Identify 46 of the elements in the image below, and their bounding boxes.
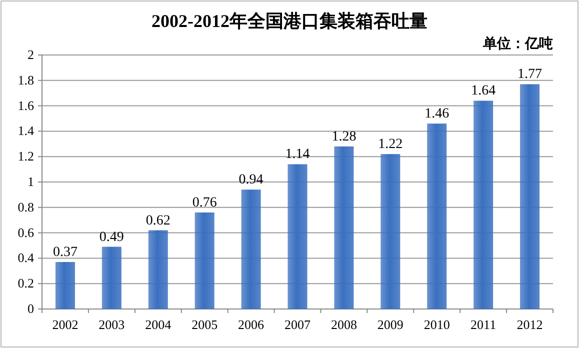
bar xyxy=(380,154,400,309)
bar xyxy=(427,124,447,309)
data-label: 1.14 xyxy=(285,147,310,162)
x-tick-label: 2007 xyxy=(284,317,311,332)
x-tick-label: 2002 xyxy=(52,317,78,332)
bar xyxy=(55,262,75,309)
data-label: 0.49 xyxy=(99,230,124,245)
text: 单位：亿吨 xyxy=(482,36,553,52)
y-tick-label: 1.4 xyxy=(18,123,34,138)
x-tick-label: 2004 xyxy=(145,317,172,332)
bar xyxy=(288,164,308,309)
data-label: 1.28 xyxy=(332,129,356,144)
x-tick-label: 2009 xyxy=(377,317,404,332)
y-tick-label: 0 xyxy=(28,301,34,316)
y-tick-label: 0.6 xyxy=(18,224,34,240)
y-tick-label: 1.8 xyxy=(18,72,34,88)
data-label: 1.22 xyxy=(378,137,403,152)
bar xyxy=(520,84,540,309)
data-label: 0.37 xyxy=(52,245,78,260)
data-label: 1.46 xyxy=(424,106,450,122)
x-tick-label: 2003 xyxy=(98,317,125,332)
x-tick-label: 2011 xyxy=(470,317,496,332)
y-tick-label: 0.8 xyxy=(18,199,34,214)
x-tick-label: 2005 xyxy=(192,317,218,332)
x-tick-label: 2010 xyxy=(424,317,450,332)
data-label: 0.94 xyxy=(238,172,264,188)
x-tick-label: 2012 xyxy=(516,317,543,332)
bar xyxy=(474,100,494,309)
y-tick-label: 1 xyxy=(28,174,34,189)
bar xyxy=(102,246,122,309)
bar xyxy=(241,190,261,309)
data-label: 1.64 xyxy=(471,84,496,99)
bar xyxy=(148,230,168,309)
x-tick-label: 2006 xyxy=(238,317,265,332)
y-tick-label: 1.2 xyxy=(18,148,34,164)
chart-title: 2002-2012年全国港口集装箱吞吐量 xyxy=(152,11,428,31)
data-label: 0.76 xyxy=(192,195,217,210)
y-tick-label: 2 xyxy=(28,47,34,62)
x-tick-label: 2008 xyxy=(330,317,357,332)
bar xyxy=(194,212,214,309)
y-tick-label: 1.6 xyxy=(18,98,34,113)
data-label: 1.77 xyxy=(518,67,542,82)
y-tick-label: 0.4 xyxy=(18,250,34,266)
bar xyxy=(334,146,354,309)
y-tick-label: 0.2 xyxy=(18,276,34,291)
data-label: 0.62 xyxy=(146,213,170,228)
